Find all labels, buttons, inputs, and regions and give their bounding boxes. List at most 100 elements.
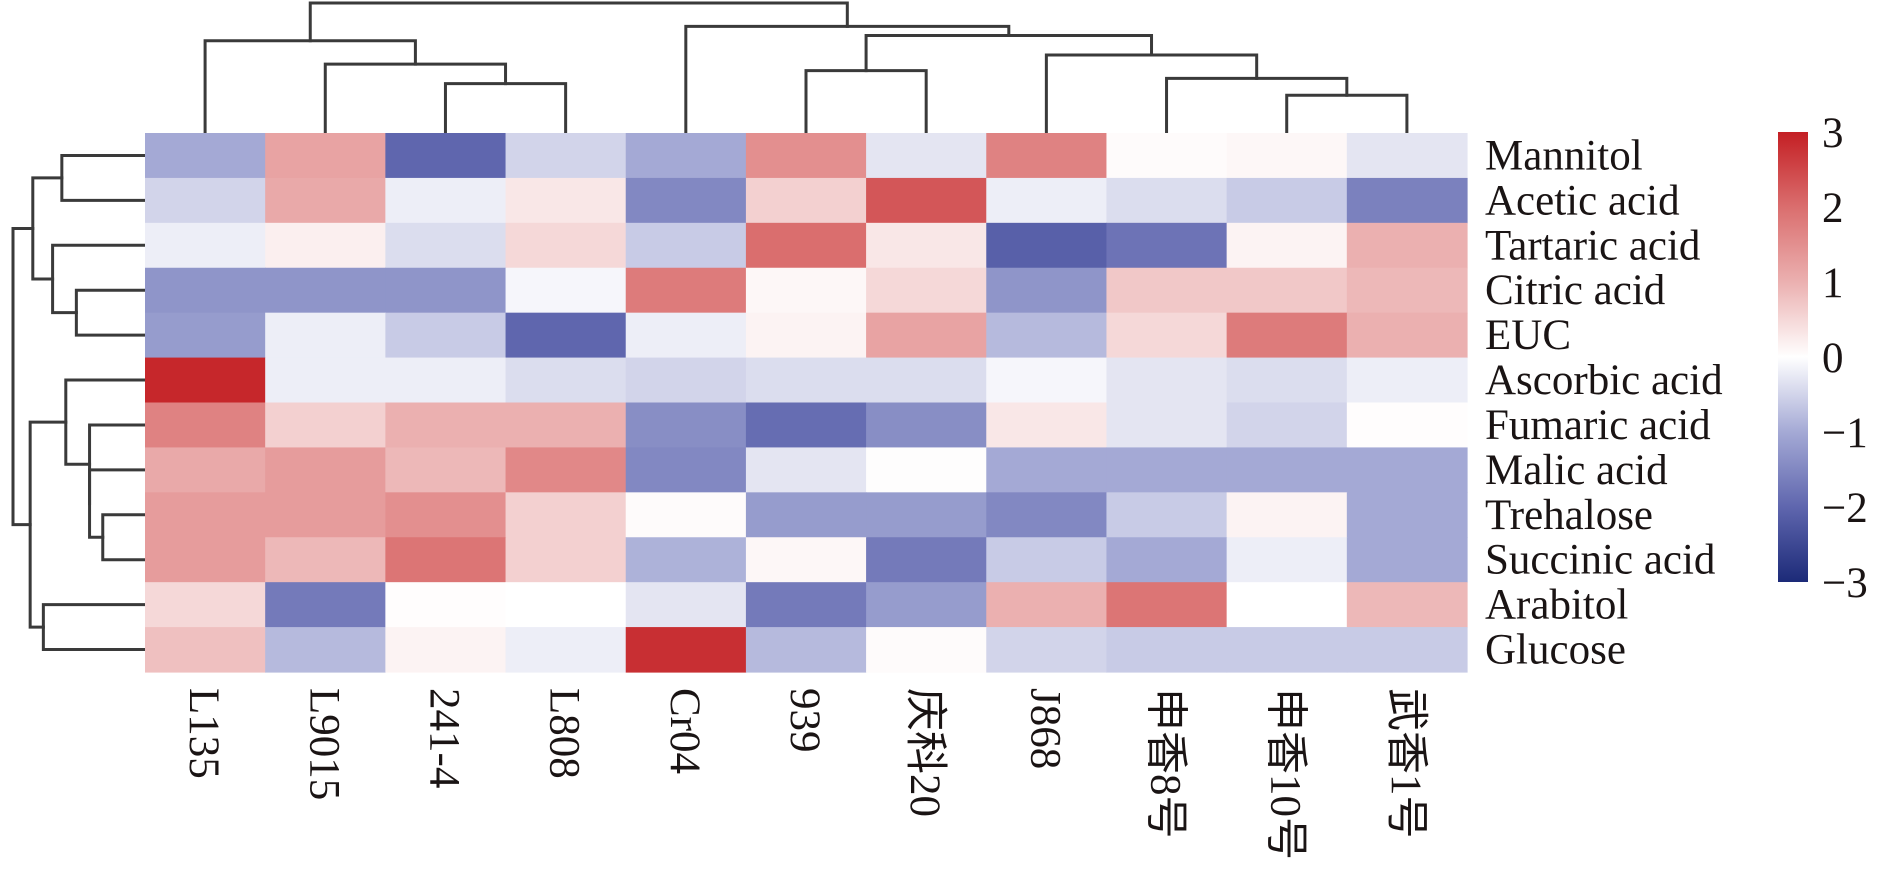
- heatmap-cell: [265, 492, 386, 538]
- row-label: Fumaric acid: [1485, 402, 1711, 449]
- dendrogram-branch: [864, 34, 1154, 73]
- heatmap-cell: [745, 627, 867, 673]
- heatmap-cell: [385, 222, 507, 269]
- dendrogram-branch: [60, 153, 147, 202]
- heatmap-cell: [1346, 222, 1468, 269]
- heatmap-cell: [866, 402, 987, 449]
- heatmap-cell: [505, 133, 627, 179]
- dendrogram-branch: [74, 288, 147, 337]
- heatmap-cell: [1226, 492, 1348, 538]
- heatmap-cell: [265, 402, 386, 449]
- colorbar-tick-label: 3: [1822, 110, 1844, 157]
- row-dendrogram: [11, 153, 147, 652]
- heatmap-cell: [385, 267, 507, 314]
- heatmap-cell: [866, 492, 987, 538]
- column-label: L135: [180, 688, 227, 779]
- heatmap-cell: [986, 267, 1108, 314]
- heatmap-cell: [145, 447, 266, 493]
- dendrogram-branch: [1044, 53, 1259, 135]
- heatmap-cell: [505, 492, 627, 538]
- heatmap-cell: [866, 582, 987, 628]
- heatmap-cell: [1226, 267, 1348, 314]
- heatmap-cell: [1106, 222, 1228, 269]
- heatmap-cell: [385, 447, 507, 493]
- heatmap-cell: [1226, 312, 1348, 359]
- colorbar: 3 2 1 0 −1 −2 −3: [1778, 110, 1868, 607]
- column-label: Cr04: [661, 688, 708, 774]
- column-label: J868: [1021, 688, 1068, 769]
- heatmap-cell: [385, 582, 507, 628]
- heatmap-cell: [986, 582, 1108, 628]
- heatmap-cell: [505, 537, 627, 583]
- row-label: Arabitol: [1485, 582, 1628, 629]
- row-label: Citric acid: [1485, 267, 1665, 314]
- heatmap-cell: [986, 402, 1108, 449]
- column-dendrogram: [203, 1, 1409, 135]
- heatmap-cell: [1106, 133, 1228, 179]
- heatmap-cell: [385, 133, 507, 179]
- dendrogram-branch: [51, 243, 147, 315]
- heatmap-cell: [265, 312, 386, 359]
- heatmap-cell: [1346, 402, 1468, 449]
- dendrogram-branch: [203, 39, 417, 135]
- column-label: 庆科20: [901, 688, 948, 817]
- dendrogram-branch: [88, 423, 147, 506]
- dendrogram-branch: [684, 24, 1011, 135]
- heatmap-cell: [625, 447, 747, 493]
- heatmap-cell: [505, 312, 627, 359]
- heatmap-cell: [1346, 312, 1468, 359]
- dendrogram-branch: [323, 62, 508, 135]
- row-label: EUC: [1485, 312, 1571, 359]
- row-label: Ascorbic acid: [1485, 357, 1723, 404]
- heatmap-cell: [385, 627, 507, 673]
- heatmap-cell: [1106, 357, 1228, 404]
- heatmap-cell: [625, 267, 747, 314]
- row-label: Glucose: [1485, 627, 1626, 674]
- dendrogram-branch: [11, 226, 35, 527]
- heatmap-cell: [265, 582, 386, 628]
- heatmap-cell: [1226, 627, 1348, 673]
- dendrogram-branch: [64, 378, 147, 466]
- heatmap-cell: [745, 177, 867, 224]
- heatmap-cell: [265, 537, 386, 583]
- heatmap-cell: [1226, 447, 1348, 493]
- heatmap-cell: [265, 627, 386, 673]
- heatmap-cell: [745, 582, 867, 628]
- heatmap-cell: [505, 267, 627, 314]
- row-label: Succinic acid: [1485, 537, 1715, 584]
- heatmap-cell: [505, 177, 627, 224]
- heatmap-cell: [986, 222, 1108, 269]
- heatmap-cell: [1346, 177, 1468, 224]
- column-label: 武香1号: [1382, 688, 1429, 839]
- heatmap-cell: [745, 267, 867, 314]
- heatmap-cell: [866, 537, 987, 583]
- heatmap-cell: [1346, 357, 1468, 404]
- heatmap-cell: [625, 177, 747, 224]
- heatmap-cell: [986, 357, 1108, 404]
- heatmap-cell: [505, 627, 627, 673]
- heatmap-cell: [385, 537, 507, 583]
- dendrogram-branch: [31, 176, 64, 281]
- heatmap-cell: [145, 402, 266, 449]
- heatmap-cell: [745, 312, 867, 359]
- heatmap-cell: [385, 312, 507, 359]
- heatmap-cell: [625, 312, 747, 359]
- heatmap-cell: [866, 312, 987, 359]
- heatmap-cell: [1346, 492, 1468, 538]
- heatmap-cell: [505, 222, 627, 269]
- dendrogram-branch: [41, 603, 147, 652]
- heatmap-cell: [866, 267, 987, 314]
- heatmap-grid: [145, 133, 1468, 673]
- heatmap-cell: [986, 627, 1108, 673]
- heatmap-cell: [1106, 582, 1228, 628]
- column-label: L808: [541, 688, 588, 779]
- heatmap-cell: [1226, 537, 1348, 583]
- heatmap-cell: [1226, 582, 1348, 628]
- column-label: L9015: [300, 688, 347, 800]
- heatmap-cell: [625, 402, 747, 449]
- heatmap-cell: [265, 267, 386, 314]
- column-label: 申香10号: [1262, 688, 1309, 860]
- row-label: Mannitol: [1485, 133, 1643, 180]
- column-labels: L135 L9015 241-4 L808 Cr04 939 庆科20 J868 申香8号 申香1…: [180, 688, 1429, 860]
